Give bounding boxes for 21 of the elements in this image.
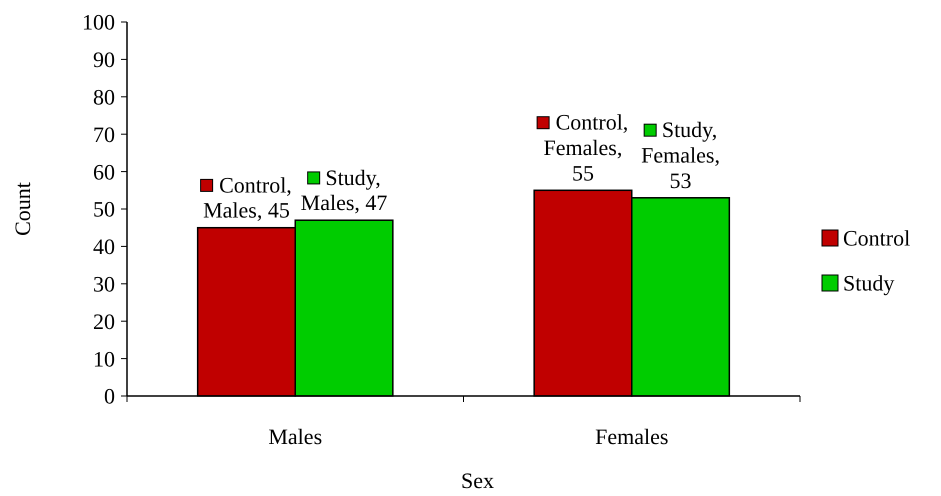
data-label: Control, Females, 55 — [544, 110, 628, 186]
y-tick-label: 50 — [93, 196, 115, 222]
data-label: Study, Females, 53 — [641, 117, 720, 193]
y-axis-title: Count — [10, 182, 35, 236]
y-tick-label: 40 — [93, 234, 115, 260]
x-tick-label: Males — [268, 424, 322, 449]
legend-label: Study — [843, 270, 894, 296]
y-tick-label: 10 — [93, 346, 115, 372]
y-tick-label: 100 — [82, 10, 115, 35]
y-tick-label: 70 — [93, 122, 115, 147]
y-tick-label: 20 — [93, 308, 115, 334]
x-axis-title: Sex — [461, 468, 494, 493]
y-tick-label: 0 — [104, 384, 115, 409]
data-label: Study, Males, 47 — [300, 164, 388, 216]
legend-label: Control — [843, 226, 910, 251]
y-tick-label: 60 — [93, 159, 115, 184]
data-label: Control, Males, 45 — [203, 172, 292, 223]
x-tick-label: Females — [595, 424, 668, 449]
y-tick-label: 80 — [93, 84, 115, 110]
y-tick-label: 30 — [93, 272, 115, 296]
y-tick-label: 90 — [93, 47, 115, 72]
